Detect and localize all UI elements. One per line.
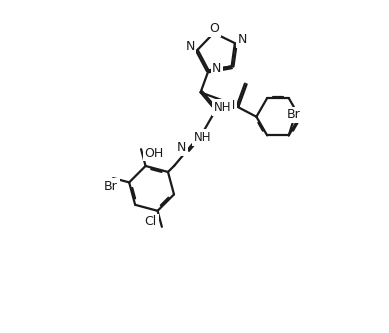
Text: Br: Br <box>287 108 301 121</box>
Text: NH: NH <box>193 131 211 144</box>
Text: N: N <box>177 141 186 154</box>
Text: Cl: Cl <box>145 215 157 228</box>
Text: O: O <box>210 22 220 35</box>
Text: N: N <box>238 33 247 46</box>
Text: NH: NH <box>214 101 231 114</box>
Text: OH: OH <box>144 147 164 160</box>
Text: Br: Br <box>104 180 118 193</box>
Text: N: N <box>212 62 222 75</box>
Text: N: N <box>226 99 235 112</box>
Text: N: N <box>186 40 195 53</box>
